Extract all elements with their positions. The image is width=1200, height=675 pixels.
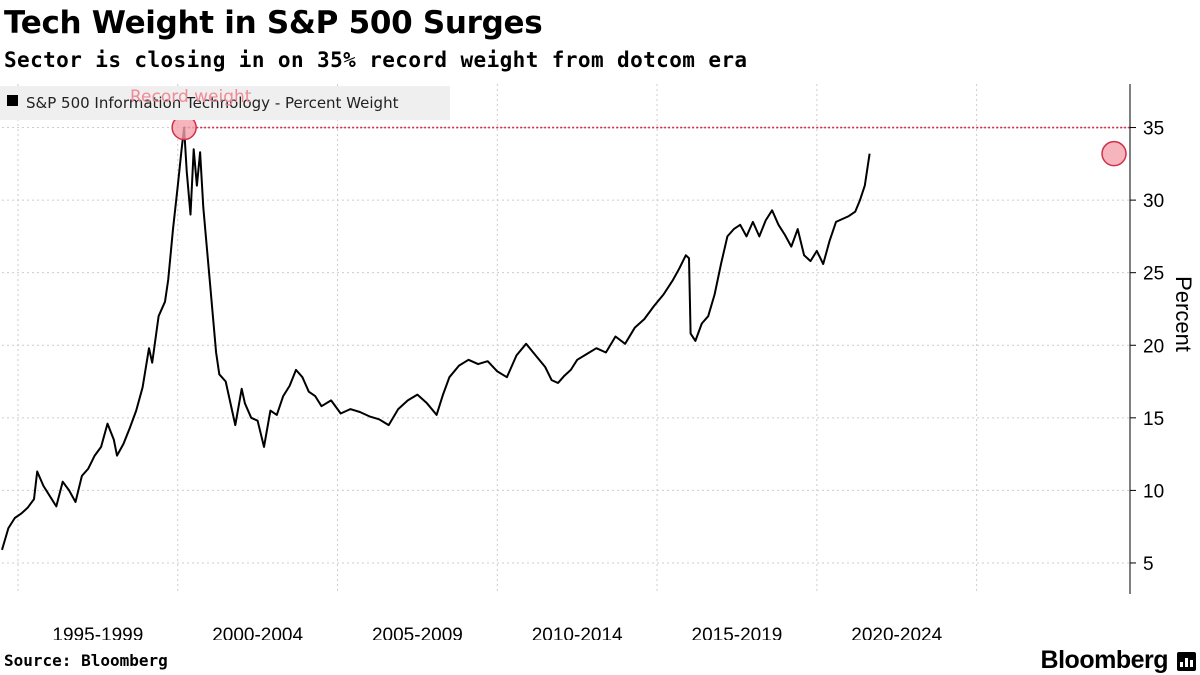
- chart-title: Tech Weight in S&P 500 Surges: [4, 5, 543, 41]
- legend-swatch: [7, 95, 18, 106]
- y-tick-label: 35: [1143, 119, 1164, 140]
- y-axis-title: Percent: [1171, 276, 1196, 352]
- x-tick-label: 2000-2004: [212, 625, 303, 640]
- y-tick-label: 10: [1143, 481, 1164, 502]
- legend-label: S&P 500 Information Technology - Percent…: [26, 94, 399, 112]
- y-tick-label: 20: [1143, 336, 1164, 357]
- highlight-markers: [171, 114, 1127, 167]
- highlight-marker: [1101, 140, 1127, 167]
- legend: S&P 500 Information Technology - Percent…: [0, 86, 450, 120]
- series-line: [1, 126, 871, 551]
- x-tick-label: 2015-2019: [692, 625, 783, 640]
- chart-subtitle: Sector is closing in on 35% record weigh…: [4, 48, 748, 72]
- gridlines: [2, 84, 1130, 592]
- bloomberg-logo: Bloomberg: [1040, 646, 1169, 674]
- y-tick-label: 5: [1143, 554, 1154, 575]
- legend-background: [0, 86, 450, 120]
- x-axis-labels: 1995-1999 2000-2004 2005-2009 2010-2014 2015…: [52, 625, 942, 640]
- source-note: Source: Bloomberg: [4, 651, 168, 670]
- x-tick-label: 2010-2014: [532, 625, 623, 640]
- x-tick-label: 2005-2009: [372, 625, 463, 640]
- y-tick-label: 30: [1143, 191, 1164, 212]
- line-chart: 5 10 15 20 25 30 35 1995-1999 2000-2004 2005-200…: [0, 84, 1196, 640]
- x-tick-label: 2020-2024: [851, 625, 942, 640]
- y-tick-label: 15: [1143, 409, 1164, 430]
- y-axis: 5 10 15 20 25 30 35: [1129, 84, 1164, 594]
- record-weight-annotation: Record weight: [130, 87, 252, 107]
- y-tick-label: 25: [1143, 264, 1164, 285]
- series-layer: [1, 126, 871, 551]
- bloomberg-bars-icon: [1177, 652, 1196, 671]
- x-tick-label: 1995-1999: [52, 625, 143, 640]
